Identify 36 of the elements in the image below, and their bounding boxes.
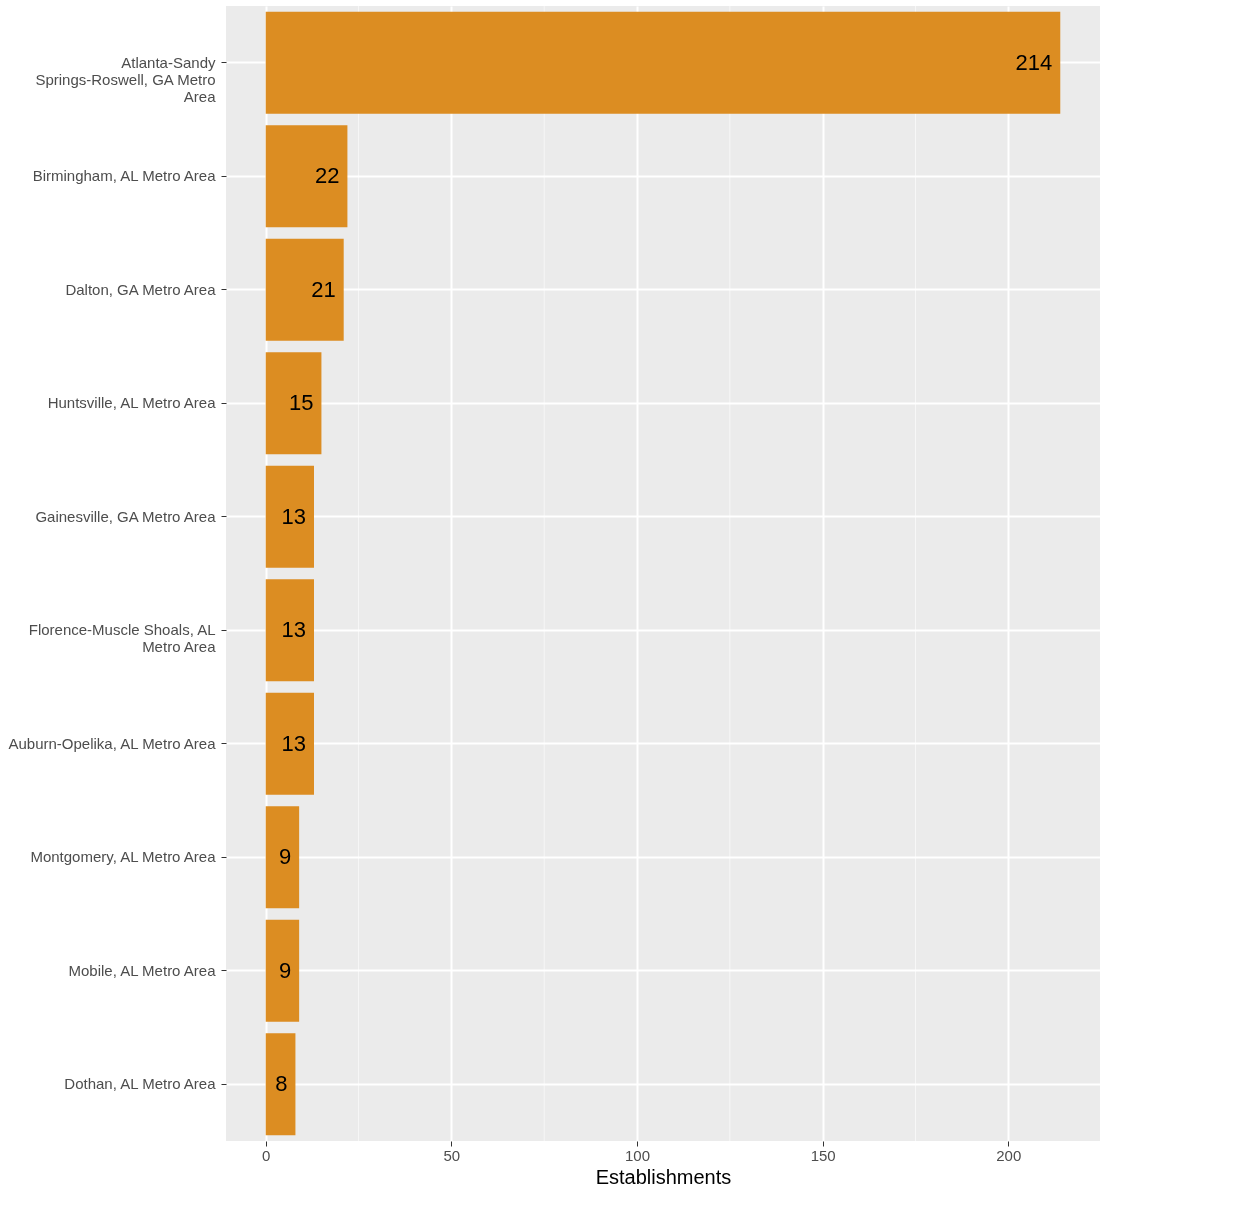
x-tick-label: 150 (810, 1146, 836, 1164)
x-tick-label: 0 (262, 1146, 271, 1164)
data-label: 214 (1015, 49, 1053, 75)
data-label: 9 (278, 957, 292, 983)
y-tick-label: Auburn-Opelika, AL Metro Area (8, 734, 217, 752)
data-label: 13 (281, 617, 306, 643)
data-label: 13 (281, 730, 306, 756)
y-tick-label: Huntsville, AL Metro Area (47, 394, 217, 412)
data-label: 13 (281, 503, 306, 529)
x-tick-label: 50 (443, 1146, 461, 1164)
y-tick-label: Florence-Muscle Shoals, AL Metro Area (28, 621, 217, 656)
y-tick-label: Dalton, GA Metro Area (65, 280, 217, 298)
y-tick-label: Atlanta-Sandy Springs-Roswell, GA Metro Area (35, 53, 217, 105)
data-label: 9 (278, 844, 292, 870)
bar (265, 919, 300, 1022)
y-tick-label: Dothan, AL Metro Area (64, 1075, 217, 1093)
bar (265, 692, 314, 795)
y-tick-label: Birmingham, AL Metro Area (32, 167, 217, 185)
bar (265, 11, 1061, 114)
x-axis-title: Establishments (595, 1165, 732, 1188)
y-tick-label: Gainesville, GA Metro Area (35, 507, 217, 525)
y-tick-label: Montgomery, AL Metro Area (30, 848, 217, 866)
bar (265, 806, 300, 909)
data-label: 8 (275, 1071, 288, 1097)
data-label: 22 (314, 163, 340, 189)
y-tick-label: Mobile, AL Metro Area (68, 961, 217, 979)
bar (265, 125, 348, 228)
x-tick-label: 200 (996, 1146, 1022, 1164)
data-label: 15 (288, 390, 314, 416)
data-label: 21 (311, 276, 336, 302)
x-tick-label: 100 (624, 1146, 651, 1164)
bar (265, 352, 322, 455)
bar (265, 465, 314, 568)
bar (265, 238, 344, 341)
bar (265, 1033, 296, 1136)
bar (265, 579, 314, 682)
